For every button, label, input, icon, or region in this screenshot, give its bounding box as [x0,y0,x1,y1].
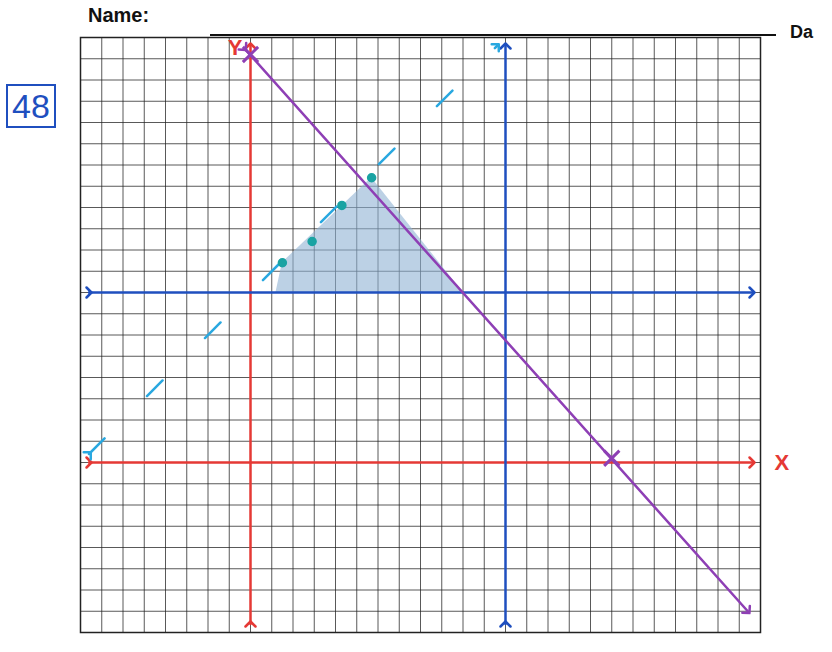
html-text:Da: Da [790,22,813,42]
svg-text:Y: Y [228,35,243,60]
svg-text:X: X [775,450,790,475]
html-text:48: 48 [12,87,50,125]
html-text:Name:: Name: [88,4,150,26]
